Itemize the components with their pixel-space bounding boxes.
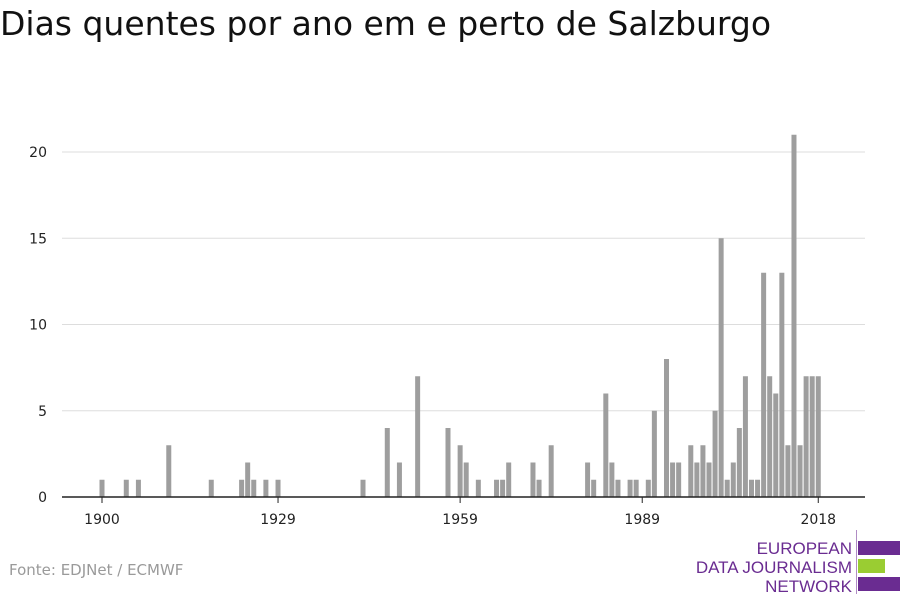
bar-1974 [548, 445, 554, 497]
bar-1965 [494, 479, 500, 497]
y-tick-label: 5 [38, 404, 47, 420]
bar-1924 [245, 462, 251, 497]
bar-1923 [239, 479, 245, 497]
logo-line-3: NETWORK [765, 577, 852, 596]
bar-2011 [773, 393, 779, 497]
edjnet-logo-mark [858, 541, 900, 593]
bars [99, 134, 821, 497]
bar-2005 [736, 428, 742, 497]
logo-divider [856, 530, 857, 594]
logo-line-2: DATA JOURNALISM [695, 558, 852, 577]
x-axis: 1900 1929 1959 1989 2018 [62, 496, 865, 528]
bar-1952 [415, 376, 421, 497]
bar-2009 [761, 272, 767, 497]
bar-1995 [676, 462, 682, 497]
y-tick-label: 15 [29, 231, 47, 247]
bar-2004 [730, 462, 736, 497]
logo-bar-top [858, 541, 900, 555]
bar-2017 [809, 376, 815, 497]
x-tick-label: 1900 [84, 512, 120, 528]
bar-1997 [688, 445, 694, 497]
bar-1949 [396, 462, 402, 497]
bar-1985 [615, 479, 621, 497]
bar-1900 [99, 479, 105, 497]
bar-2013 [785, 445, 791, 497]
bar-1988 [633, 479, 639, 497]
bar-1960 [463, 462, 469, 497]
bar-1959 [457, 445, 463, 497]
bar-2007 [748, 479, 754, 497]
bar-2012 [779, 272, 785, 497]
bar-2010 [767, 376, 773, 497]
bar-1998 [694, 462, 700, 497]
bar-2001 [712, 410, 718, 497]
bar-1993 [664, 359, 670, 497]
bar-1972 [536, 479, 542, 497]
bar-1990 [645, 479, 651, 497]
bar-1991 [651, 410, 657, 497]
bar-1966 [500, 479, 506, 497]
bar-2018 [815, 376, 821, 497]
bar-1943 [360, 479, 366, 497]
bar-1994 [670, 462, 676, 497]
y-axis-tick-labels: 0 5 10 15 20 [29, 145, 47, 506]
bar-1984 [609, 462, 615, 497]
y-tick-label: 10 [29, 318, 47, 334]
chart-title: Dias quentes por ano em e perto de Salzb… [0, 4, 772, 43]
bar-1971 [530, 462, 536, 497]
bar-2014 [791, 134, 797, 497]
x-tick-label: 1959 [442, 512, 478, 528]
x-tick-label: 1929 [260, 512, 296, 528]
bar-2016 [803, 376, 809, 497]
bar-1967 [506, 462, 512, 497]
x-tick-label: 1989 [624, 512, 660, 528]
bar-1980 [585, 462, 591, 497]
bar-2003 [724, 479, 730, 497]
bar-1904 [123, 479, 129, 497]
bar-1981 [591, 479, 597, 497]
bar-chart: 1900 1929 1959 1989 2018 0 5 10 15 20 [29, 134, 865, 528]
bar-2006 [742, 376, 748, 497]
bar-2008 [755, 479, 761, 497]
bar-1906 [135, 479, 141, 497]
bar-1927 [263, 479, 269, 497]
x-tick-label: 2018 [800, 512, 836, 528]
edjnet-logo-text: EUROPEAN DATA JOURNALISM NETWORK [696, 539, 852, 596]
logo-line-1: EUROPEAN [756, 539, 852, 558]
bar-2002 [718, 238, 724, 497]
y-tick-label: 0 [38, 490, 47, 506]
bar-1929 [275, 479, 281, 497]
logo-bar-bottom [858, 577, 900, 591]
gridlines [62, 151, 865, 412]
bar-1925 [251, 479, 257, 497]
bar-2015 [797, 445, 803, 497]
bar-1957 [445, 428, 451, 497]
y-tick-label: 20 [29, 145, 47, 161]
logo-bar-middle [858, 559, 885, 573]
bar-2000 [706, 462, 712, 497]
bar-1947 [384, 428, 390, 497]
bar-1983 [603, 393, 609, 497]
bar-1962 [475, 479, 481, 497]
bar-1987 [627, 479, 633, 497]
source-note: Fonte: EDJNet / ECMWF [9, 561, 184, 579]
bar-1911 [166, 445, 172, 497]
bar-1918 [208, 479, 214, 497]
bar-1999 [700, 445, 706, 497]
